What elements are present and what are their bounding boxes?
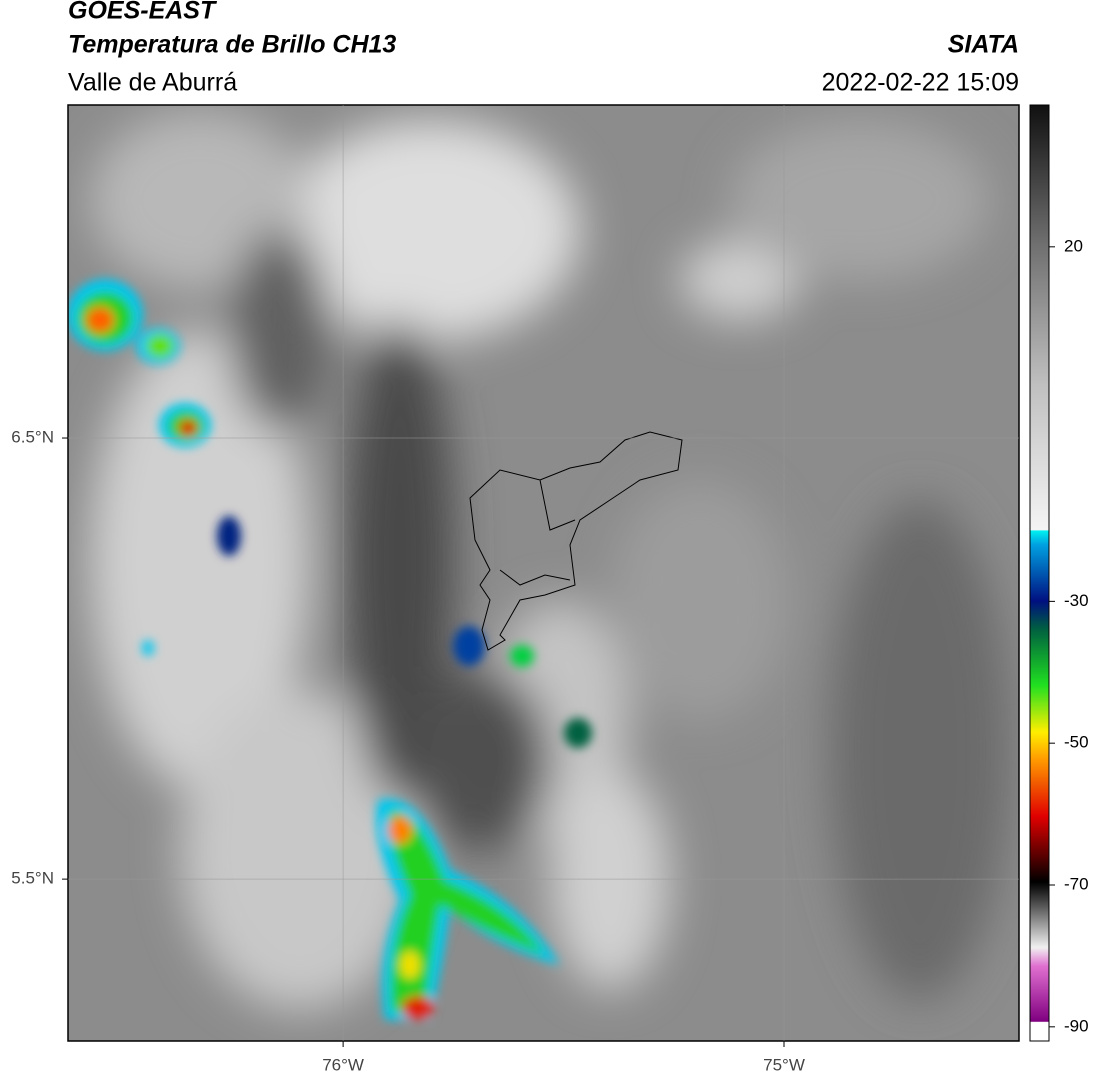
map-frame	[67, 104, 1020, 1042]
colorbar	[1029, 104, 1050, 1042]
colorbar-tick-label: -30	[1064, 591, 1089, 610]
subtitle: Temperatura de Brillo CH13	[68, 31, 396, 59]
region: Valle de Aburrá	[68, 69, 237, 97]
colorbar-tick-label: 20	[1064, 236, 1083, 255]
x-tick-label: 75°W	[763, 1055, 805, 1074]
title: GOES-EAST	[68, 0, 218, 25]
source: SIATA	[948, 31, 1019, 59]
x-tick-label: 76°W	[322, 1055, 364, 1074]
satellite-image	[68, 105, 1019, 1041]
colorbar-tick-label: -90	[1064, 1016, 1089, 1035]
colorbar-tick-label: -50	[1064, 733, 1089, 752]
y-tick-label: 6.5°N	[11, 428, 54, 447]
y-tick-label: 5.5°N	[11, 869, 54, 888]
datetime: 2022-02-22 15:09	[822, 69, 1019, 97]
colorbar-tick-label: -70	[1064, 874, 1089, 893]
